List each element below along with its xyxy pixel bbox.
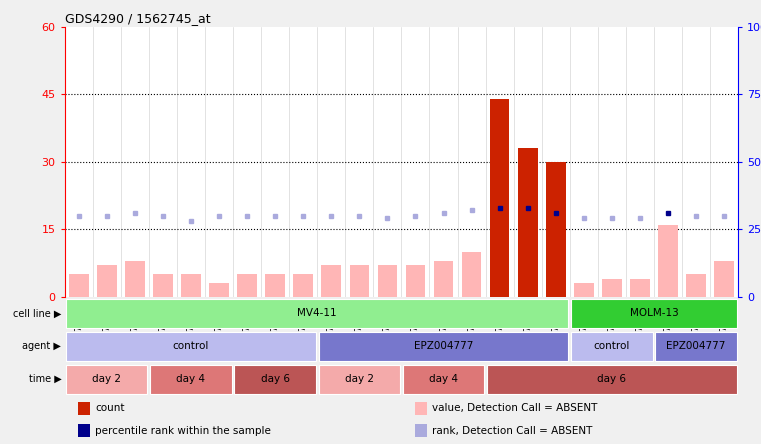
Text: time ▶: time ▶	[29, 374, 62, 384]
Text: control: control	[173, 341, 209, 351]
Bar	[234, 365, 316, 393]
Bar	[294, 274, 313, 297]
Bar	[415, 424, 427, 437]
Bar	[237, 274, 257, 297]
Bar	[715, 261, 734, 297]
Bar	[487, 365, 737, 393]
Text: day 6: day 6	[261, 374, 290, 384]
Bar	[97, 265, 116, 297]
Bar	[181, 274, 201, 297]
Bar	[377, 265, 397, 297]
Text: day 2: day 2	[92, 374, 121, 384]
Bar	[434, 261, 454, 297]
Text: MOLM-13: MOLM-13	[629, 309, 678, 318]
Text: EPZ004777: EPZ004777	[414, 341, 473, 351]
Bar	[572, 332, 653, 361]
Bar	[66, 332, 316, 361]
Bar	[572, 299, 737, 328]
Bar	[403, 365, 484, 393]
Text: EPZ004777: EPZ004777	[667, 341, 726, 351]
Bar	[125, 261, 145, 297]
Bar	[602, 278, 622, 297]
Bar	[546, 162, 565, 297]
Bar	[518, 148, 537, 297]
Bar	[686, 274, 706, 297]
Text: cell line ▶: cell line ▶	[13, 309, 62, 318]
Bar	[574, 283, 594, 297]
Bar	[266, 274, 285, 297]
Text: GDS4290 / 1562745_at: GDS4290 / 1562745_at	[65, 12, 210, 25]
Bar	[78, 402, 91, 415]
Bar	[630, 278, 650, 297]
Text: day 4: day 4	[177, 374, 205, 384]
Text: count: count	[95, 404, 125, 413]
Text: rank, Detection Call = ABSENT: rank, Detection Call = ABSENT	[431, 426, 592, 436]
Text: control: control	[594, 341, 630, 351]
Text: MV4-11: MV4-11	[298, 309, 337, 318]
Bar	[78, 424, 91, 437]
Text: day 6: day 6	[597, 374, 626, 384]
Text: percentile rank within the sample: percentile rank within the sample	[95, 426, 271, 436]
Bar	[319, 365, 400, 393]
Bar	[655, 332, 737, 361]
Bar	[415, 402, 427, 415]
Text: agent ▶: agent ▶	[22, 341, 62, 351]
Bar	[658, 225, 678, 297]
Bar	[319, 332, 568, 361]
Bar	[150, 365, 231, 393]
Bar	[349, 265, 369, 297]
Bar	[462, 252, 482, 297]
Bar	[406, 265, 425, 297]
Text: day 4: day 4	[429, 374, 458, 384]
Bar	[66, 365, 148, 393]
Bar	[69, 274, 88, 297]
Bar	[321, 265, 341, 297]
Text: value, Detection Call = ABSENT: value, Detection Call = ABSENT	[431, 404, 597, 413]
Text: day 2: day 2	[345, 374, 374, 384]
Bar	[153, 274, 173, 297]
Bar	[66, 299, 568, 328]
Bar	[490, 99, 509, 297]
Bar	[209, 283, 229, 297]
